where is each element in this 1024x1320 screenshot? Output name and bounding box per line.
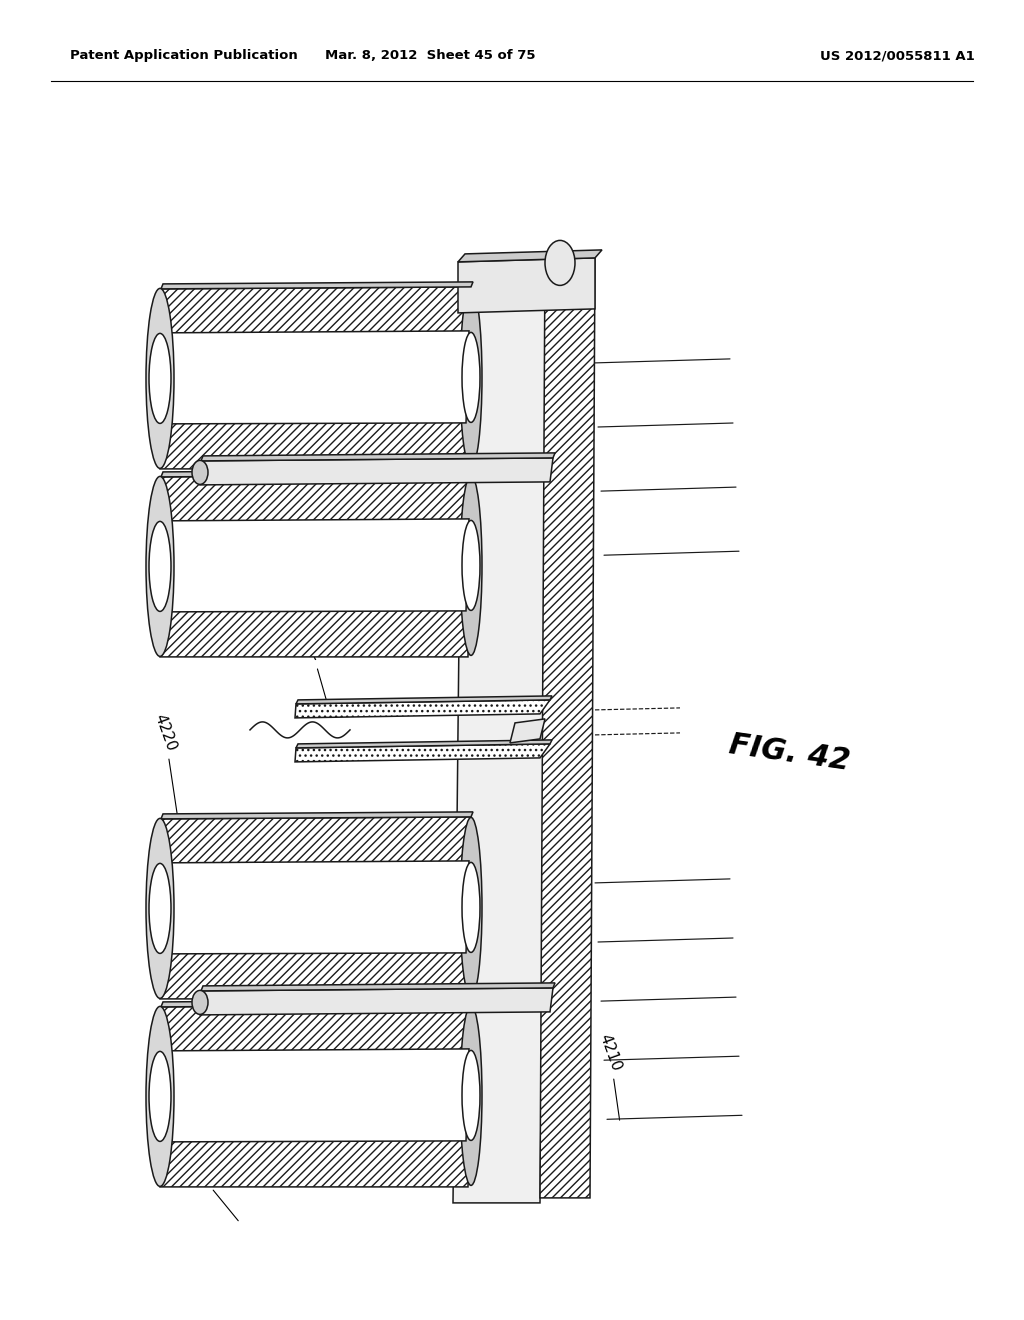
Polygon shape	[160, 817, 471, 999]
Ellipse shape	[460, 475, 482, 656]
Polygon shape	[453, 257, 550, 1203]
Polygon shape	[155, 1049, 469, 1142]
Ellipse shape	[150, 1052, 171, 1142]
Polygon shape	[155, 331, 469, 424]
Ellipse shape	[146, 818, 174, 998]
Polygon shape	[296, 741, 552, 748]
Text: 4220: 4220	[152, 713, 179, 830]
Polygon shape	[161, 470, 473, 477]
Polygon shape	[160, 1005, 471, 1187]
Text: FIG. 42: FIG. 42	[728, 730, 852, 776]
Polygon shape	[295, 744, 550, 762]
Text: US 2012/0055811 A1: US 2012/0055811 A1	[820, 49, 975, 62]
Ellipse shape	[146, 1006, 174, 1187]
Ellipse shape	[150, 521, 171, 611]
Ellipse shape	[150, 334, 171, 424]
Ellipse shape	[193, 990, 208, 1014]
Ellipse shape	[460, 817, 482, 998]
Ellipse shape	[460, 1006, 482, 1185]
Polygon shape	[463, 253, 595, 257]
Polygon shape	[458, 249, 602, 261]
Text: Mar. 8, 2012  Sheet 45 of 75: Mar. 8, 2012 Sheet 45 of 75	[325, 49, 536, 62]
Ellipse shape	[462, 862, 480, 953]
Polygon shape	[161, 812, 473, 818]
Text: Patent Application Publication: Patent Application Publication	[70, 49, 298, 62]
Polygon shape	[295, 700, 550, 718]
Text: 3824: 3824	[181, 1147, 239, 1221]
Text: 3826: 3826	[255, 288, 353, 391]
Text: 4210: 4210	[596, 1032, 624, 1121]
Ellipse shape	[146, 477, 174, 656]
Ellipse shape	[462, 1051, 480, 1140]
Polygon shape	[200, 987, 553, 1015]
Polygon shape	[540, 253, 595, 1199]
Polygon shape	[201, 983, 555, 991]
Ellipse shape	[146, 288, 174, 469]
Ellipse shape	[462, 333, 480, 422]
Ellipse shape	[462, 520, 480, 610]
Polygon shape	[155, 519, 469, 612]
Polygon shape	[201, 453, 555, 461]
Polygon shape	[160, 475, 471, 657]
Text: 4212: 4212	[295, 622, 330, 710]
Polygon shape	[200, 458, 553, 484]
Ellipse shape	[150, 863, 171, 953]
Polygon shape	[510, 719, 545, 743]
Ellipse shape	[460, 288, 482, 467]
Polygon shape	[155, 861, 469, 954]
Ellipse shape	[193, 461, 208, 484]
Ellipse shape	[545, 240, 575, 285]
Polygon shape	[296, 696, 552, 704]
Polygon shape	[458, 257, 595, 313]
Polygon shape	[161, 1001, 473, 1007]
Polygon shape	[160, 286, 471, 469]
Polygon shape	[161, 282, 473, 289]
